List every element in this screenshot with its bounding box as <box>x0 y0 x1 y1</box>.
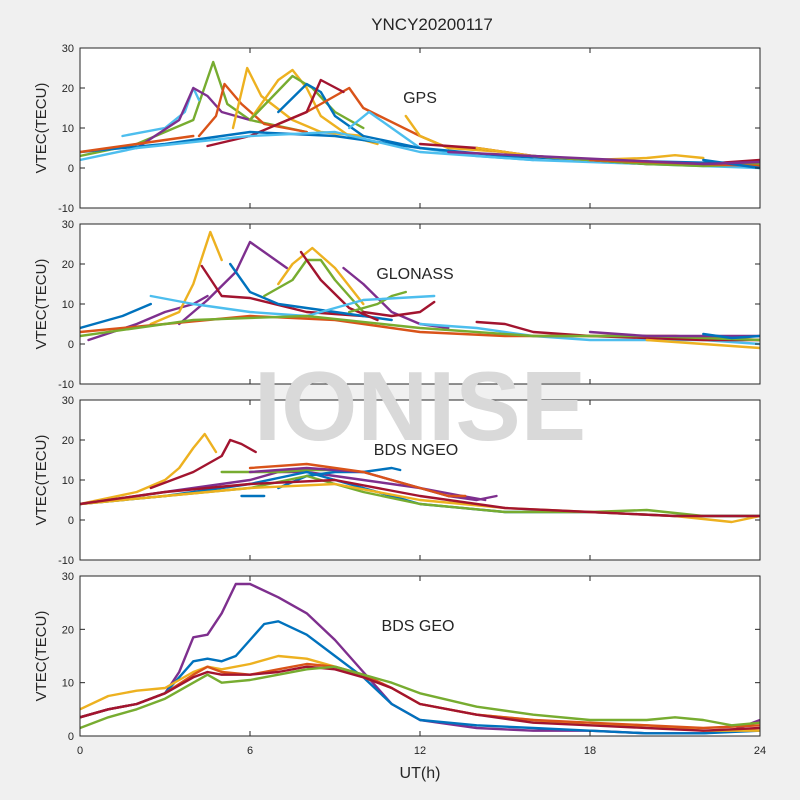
series-line <box>200 264 365 318</box>
panel-label: GLONASS <box>376 266 453 283</box>
series-line <box>263 258 365 314</box>
series-line <box>404 114 507 154</box>
y-tick-label: -10 <box>58 379 74 391</box>
y-tick-label: -10 <box>58 203 74 215</box>
series-line <box>80 432 218 506</box>
x-tick-label: 0 <box>77 745 83 757</box>
axes-background <box>80 48 760 208</box>
y-tick-label: 0 <box>68 339 74 351</box>
series-line <box>645 338 760 350</box>
y-tick-label: 20 <box>62 259 74 271</box>
series-line <box>80 482 760 524</box>
x-tick-label: 12 <box>414 745 426 757</box>
series-line <box>206 78 345 148</box>
series-group <box>80 582 760 735</box>
y-tick-label: 10 <box>62 678 74 690</box>
series-line <box>588 330 760 338</box>
series-line <box>149 230 223 326</box>
series-line <box>80 302 153 330</box>
series-line <box>299 250 379 322</box>
series-group <box>80 230 760 350</box>
series-line <box>447 150 760 166</box>
series-line <box>80 134 195 154</box>
series-line <box>362 300 436 318</box>
panel-3: -10 0 10 20 30 VTEC(TECU) BDS NGEO <box>33 395 761 567</box>
series-line <box>121 86 201 138</box>
watermark-text: IONISE <box>254 351 586 461</box>
series-line <box>277 246 365 306</box>
series-line <box>149 438 257 490</box>
y-axis-label: VTEC(TECU) <box>33 435 50 526</box>
y-axis-label: VTEC(TECU) <box>33 83 50 174</box>
series-line <box>228 262 393 322</box>
series-line <box>80 478 760 518</box>
y-tick-label: 0 <box>68 163 74 175</box>
series-group <box>80 60 760 170</box>
y-tick-label: 20 <box>62 435 74 447</box>
y-tick-label: 30 <box>62 43 74 55</box>
y-tick-label: 30 <box>62 219 74 231</box>
y-tick-label: 10 <box>62 475 74 487</box>
y-tick-label: 30 <box>62 571 74 583</box>
panel-label: GPS <box>403 90 437 107</box>
x-tick-label: 6 <box>247 745 253 757</box>
y-axis-label: VTEC(TECU) <box>33 611 50 702</box>
y-tick-label: 10 <box>62 123 74 135</box>
series-line <box>177 240 288 326</box>
axes-background <box>80 400 760 560</box>
panel-1: -10 0 10 20 30 VTEC(TECU) GPS <box>33 43 761 215</box>
series-line <box>702 332 760 340</box>
x-axis-label: UT(h) <box>400 765 441 782</box>
y-tick-label: 20 <box>62 83 74 95</box>
panel-4: 0 10 20 30 0 6 12 18 24 VTEC(TECU) BDS GEO <box>33 571 766 757</box>
y-tick-label: 0 <box>68 731 74 743</box>
series-line <box>248 462 467 498</box>
panel-2: -10 0 10 20 30 VTEC(TECU) GLONASS <box>33 219 761 391</box>
panel-label: BDS GEO <box>382 618 455 635</box>
y-axis-label: VTEC(TECU) <box>33 259 50 350</box>
series-line <box>197 82 308 138</box>
y-tick-label: 30 <box>62 395 74 407</box>
series-group <box>80 432 760 524</box>
panel-label: BDS NGEO <box>374 442 458 459</box>
series-line <box>80 665 760 730</box>
series-line <box>135 86 252 150</box>
x-tick-label: 18 <box>584 745 596 757</box>
axes-background <box>80 576 760 736</box>
series-line <box>149 294 436 318</box>
figure-title: YNCY20200117 <box>371 15 493 34</box>
series-line <box>277 82 422 150</box>
x-tick-label: 24 <box>754 745 766 757</box>
y-tick-label: 20 <box>62 624 74 636</box>
y-tick-label: 10 <box>62 299 74 311</box>
y-tick-label: 0 <box>68 515 74 527</box>
y-tick-label: -10 <box>58 555 74 567</box>
